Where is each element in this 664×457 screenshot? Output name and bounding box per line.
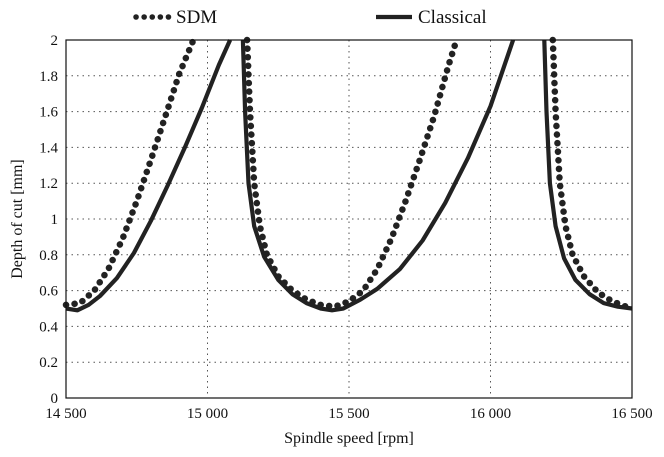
y-tick-label: 0.2 bbox=[39, 355, 58, 371]
x-axis-title: Spindle speed [rpm] bbox=[284, 430, 414, 447]
y-tick-label: 1 bbox=[51, 212, 59, 228]
x-tick-label: 15 000 bbox=[187, 406, 228, 422]
legend: SDM Classical bbox=[133, 7, 487, 28]
tick-labels: 14 500 15 000 15 500 16 000 16 500 0 0.2 0.4 0.6… bbox=[39, 33, 652, 422]
y-tick-label: 1.2 bbox=[39, 176, 58, 192]
classical-series-line bbox=[65, 39, 233, 313]
series-layer bbox=[62, 36, 636, 313]
x-tick-label: 16 500 bbox=[611, 406, 652, 422]
y-tick-label: 0.6 bbox=[39, 284, 58, 300]
y-tick-label: 1.4 bbox=[39, 140, 58, 156]
sdm-series-line bbox=[243, 36, 460, 310]
y-axis-title: Depth of cut [mm] bbox=[9, 159, 26, 279]
classical-series-line bbox=[542, 39, 633, 311]
classical-series-line bbox=[240, 39, 516, 313]
sdm-series-line bbox=[549, 36, 636, 312]
plot-frame bbox=[65, 39, 633, 399]
x-tick-label: 16 000 bbox=[470, 406, 511, 422]
y-tick-label: 0 bbox=[51, 391, 59, 407]
grid-lines bbox=[66, 40, 632, 398]
y-tick-label: 2 bbox=[51, 33, 59, 49]
y-tick-label: 0.8 bbox=[39, 248, 58, 264]
x-tick-label: 15 500 bbox=[328, 406, 369, 422]
y-tick-label: 1.8 bbox=[39, 69, 58, 85]
legend-classical-label: Classical bbox=[418, 7, 487, 28]
y-tick-label: 0.4 bbox=[39, 319, 58, 335]
x-tick-label: 14 500 bbox=[45, 406, 86, 422]
y-tick-label: 1.6 bbox=[39, 105, 58, 121]
legend-sdm-label: SDM bbox=[176, 7, 217, 28]
sdm-series-line bbox=[62, 36, 197, 309]
